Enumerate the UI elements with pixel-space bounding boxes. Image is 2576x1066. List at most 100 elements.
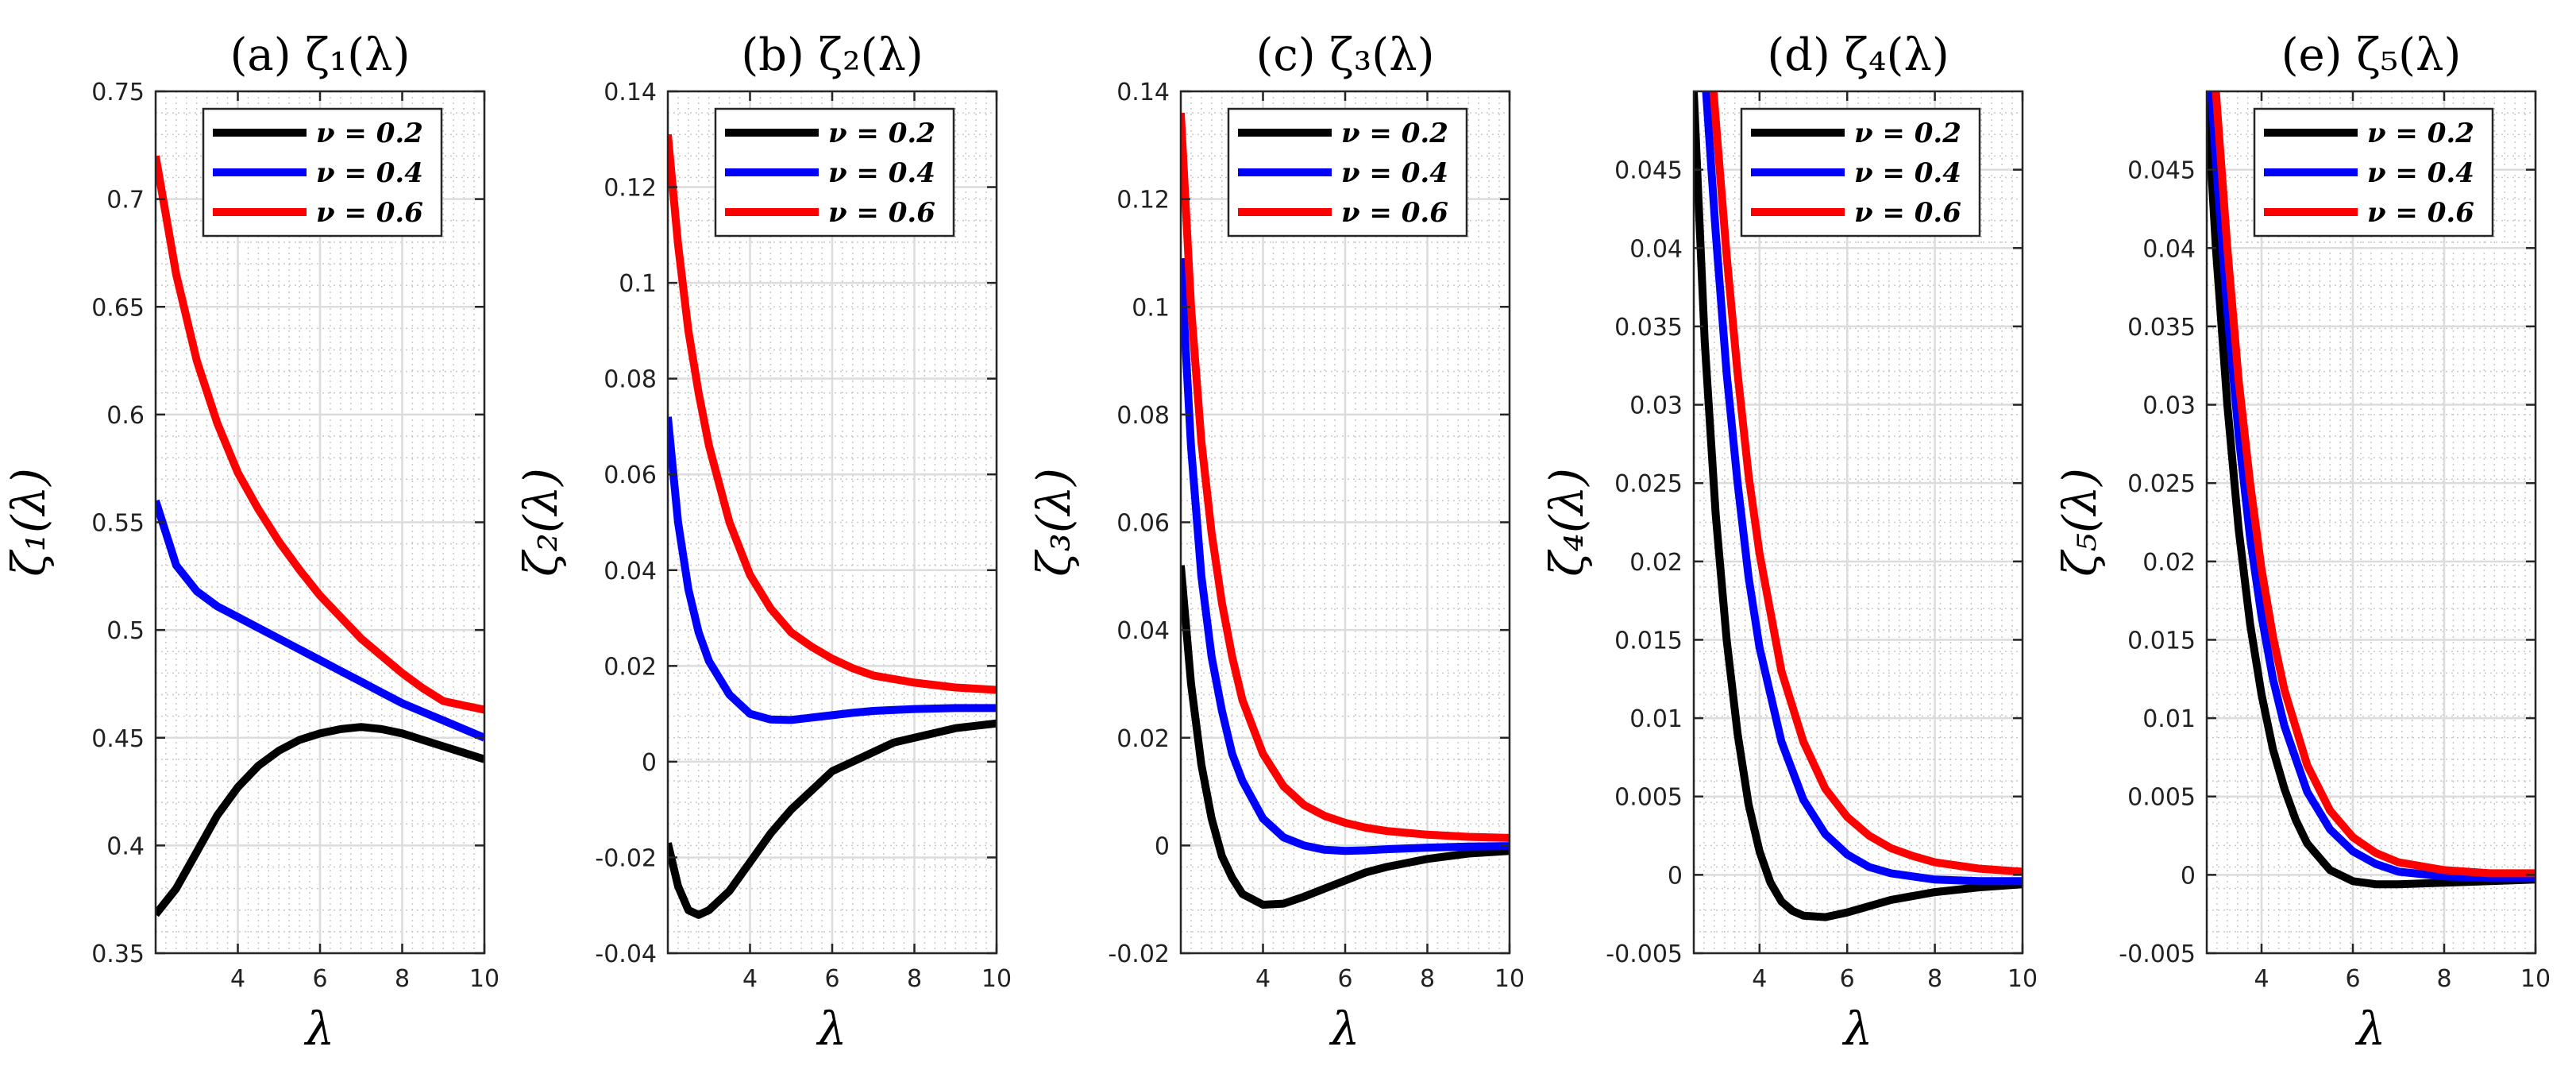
y-tick-label: -0.02 xyxy=(595,844,657,872)
y-axis-label: ζ₂(λ) xyxy=(514,468,568,577)
y-tick-label: 0.025 xyxy=(2127,470,2196,498)
chart-panel-2: 4 6 8 10 -0.04 -0.02 0 0.02 0.04 0.06 0.08 0.1 0.12 0… xyxy=(514,29,1012,1056)
chart-title: (a) ζ₁(λ) xyxy=(230,29,411,81)
x-tick-label: 10 xyxy=(2520,965,2551,993)
y-axis-label: ζ₄(λ) xyxy=(1540,468,1594,577)
legend: ν = 0.2 ν = 0.4 ν = 0.6 xyxy=(202,107,443,238)
y-tick-label: 0.01 xyxy=(1629,705,1683,733)
y-tick-label: 0.005 xyxy=(1614,784,1683,812)
legend-label: ν = 0.6 xyxy=(316,197,423,229)
x-tick-label: 8 xyxy=(395,965,410,993)
x-tick-label: 10 xyxy=(469,965,499,993)
legend: ν = 0.2 ν = 0.4 ν = 0.6 xyxy=(2253,107,2494,238)
y-tick-label: 0.04 xyxy=(2142,235,2196,263)
x-tick-label: 6 xyxy=(2345,965,2360,993)
y-tick-label: 0.035 xyxy=(1614,314,1683,342)
series-line-nu-1 xyxy=(2207,91,2536,889)
series-line-nu-3 xyxy=(2212,91,2536,878)
y-tick-label: 0.04 xyxy=(1116,617,1170,645)
series-group xyxy=(1694,91,2023,921)
series-line-nu-1 xyxy=(1694,91,2023,921)
y-tick-label: 0.12 xyxy=(604,175,657,203)
series-line-nu-2 xyxy=(1181,257,1510,856)
legend-label: ν = 0.2 xyxy=(828,118,935,149)
y-tick-label: 0.5 xyxy=(106,617,145,645)
chart-panel-1: 4 6 8 10 0.35 0.4 0.45 0.5 0.55 0.6 0.65 0.7 0.75 (a)… xyxy=(2,29,499,1056)
axes-box xyxy=(1692,90,2024,955)
legend-label: ν = 0.2 xyxy=(316,118,423,149)
y-tick-label: 0 xyxy=(1155,832,1170,860)
y-tick-label: 0.02 xyxy=(2142,549,2196,577)
x-tick-label: 10 xyxy=(2007,965,2038,993)
x-axis-label: λ xyxy=(1842,1002,1873,1056)
series-group xyxy=(156,155,484,917)
y-tick-label: -0.005 xyxy=(2119,940,2196,968)
y-tick-label: 0.04 xyxy=(1629,235,1683,263)
y-tick-label: 0.03 xyxy=(1629,392,1683,420)
legend-label: ν = 0.6 xyxy=(2367,197,2474,229)
chart-title: (b) ζ₂(λ) xyxy=(741,29,923,81)
y-tick-label: 0.02 xyxy=(1629,549,1683,577)
x-axis-label: λ xyxy=(304,1002,335,1056)
x-tick-label: 6 xyxy=(1337,965,1352,993)
y-axis-label: ζ₅(λ) xyxy=(2053,468,2107,577)
series-line-nu-3 xyxy=(1709,91,2023,876)
y-tick-label: 0.45 xyxy=(91,725,145,753)
series-line-nu-2 xyxy=(2207,91,2536,883)
x-tick-label: 4 xyxy=(742,965,758,993)
y-tick-label: 0 xyxy=(642,749,657,777)
y-tick-label: 0.025 xyxy=(1614,470,1683,498)
legend: ν = 0.2 ν = 0.4 ν = 0.6 xyxy=(714,107,955,238)
series-line-nu-1 xyxy=(668,719,997,919)
y-tick-label: 0.04 xyxy=(604,558,657,585)
legend-label: ν = 0.6 xyxy=(828,197,935,229)
legend: ν = 0.2 ν = 0.4 ν = 0.6 xyxy=(1740,107,1981,238)
x-axis-label: λ xyxy=(2355,1002,2386,1056)
series-group xyxy=(2207,91,2536,889)
chart-title: (d) ζ₄(λ) xyxy=(1767,29,1949,81)
legend: ν = 0.2 ν = 0.4 ν = 0.6 xyxy=(1227,107,1468,238)
y-tick-label: 0.08 xyxy=(604,366,657,394)
series-line-nu-1 xyxy=(1181,565,1510,909)
legend-label: ν = 0.4 xyxy=(828,157,935,189)
y-tick-label: 0.12 xyxy=(1116,187,1170,214)
y-axis-label: ζ₃(λ) xyxy=(1027,468,1081,577)
legend-label: ν = 0.4 xyxy=(2367,157,2474,189)
x-tick-label: 4 xyxy=(1752,965,1767,993)
y-tick-label: -0.04 xyxy=(595,940,657,968)
chart-panel-3: 4 6 8 10 -0.02 0 0.02 0.04 0.06 0.08 0.1 0.12 0.14 (c… xyxy=(1027,29,1525,1056)
x-tick-label: 10 xyxy=(1494,965,1525,993)
legend-label: ν = 0.4 xyxy=(316,157,423,189)
series-line-nu-1 xyxy=(156,723,484,917)
y-tick-label: 0.6 xyxy=(106,402,145,430)
y-tick-label: 0.01 xyxy=(2142,705,2196,733)
y-tick-label: 0.03 xyxy=(2142,392,2196,420)
series-line-nu-2 xyxy=(668,416,997,724)
legend-label: ν = 0.4 xyxy=(1854,157,1961,189)
chart-panel-4: 4 6 8 10 -0.005 0 0.005 0.01 0.015 0.02 0.025 0.03 0… xyxy=(1540,29,2038,1056)
y-tick-label: 0.14 xyxy=(1116,79,1170,106)
series-line-nu-2 xyxy=(156,499,484,742)
y-tick-label: 0.7 xyxy=(106,187,145,214)
series-line-nu-3 xyxy=(156,155,484,714)
legend-label: ν = 0.6 xyxy=(1341,197,1448,229)
axes-box xyxy=(2205,90,2537,955)
y-tick-label: 0.015 xyxy=(1614,627,1683,655)
y-tick-label: 0.65 xyxy=(91,294,145,322)
series-line-nu-2 xyxy=(1702,91,2023,886)
y-tick-label: 0.02 xyxy=(604,653,657,681)
x-tick-label: 8 xyxy=(1927,965,1942,993)
legend-label: ν = 0.6 xyxy=(1854,197,1961,229)
y-tick-label: 0.06 xyxy=(604,462,657,489)
y-tick-label: -0.005 xyxy=(1606,940,1683,968)
x-axis-label: λ xyxy=(816,1002,847,1056)
x-tick-label: 6 xyxy=(1840,965,1855,993)
x-tick-label: 4 xyxy=(1255,965,1271,993)
y-tick-label: 0.75 xyxy=(91,79,145,106)
y-tick-label: -0.02 xyxy=(1108,940,1170,968)
y-tick-label: 0.35 xyxy=(91,940,145,968)
y-tick-label: 0.55 xyxy=(91,510,145,538)
y-tick-label: 0.06 xyxy=(1116,510,1170,538)
series-line-nu-3 xyxy=(1181,112,1510,842)
